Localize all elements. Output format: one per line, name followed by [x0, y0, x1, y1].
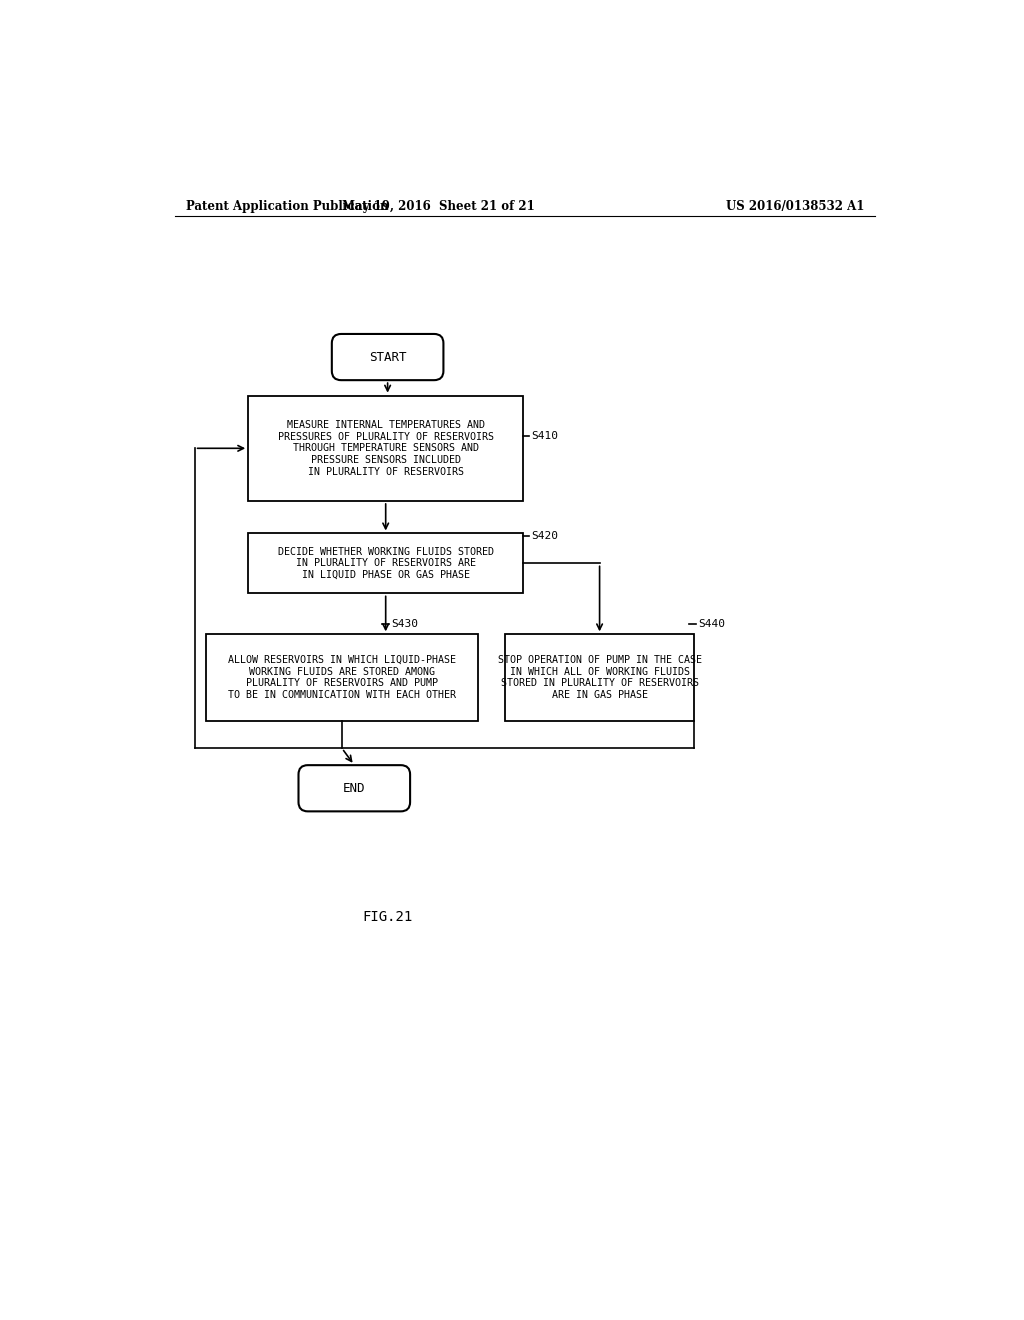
FancyBboxPatch shape [332, 334, 443, 380]
Text: END: END [343, 781, 366, 795]
Text: S410: S410 [531, 430, 558, 441]
Bar [206, 635, 478, 721]
Text: DECIDE WHETHER WORKING FLUIDS STORED
IN PLURALITY OF RESERVOIRS ARE
IN LIQUID PH: DECIDE WHETHER WORKING FLUIDS STORED IN … [278, 546, 494, 579]
Text: ALLOW RESERVOIRS IN WHICH LIQUID-PHASE
WORKING FLUIDS ARE STORED AMONG
PLURALITY: ALLOW RESERVOIRS IN WHICH LIQUID-PHASE W… [228, 655, 456, 700]
Text: S440: S440 [698, 619, 725, 630]
Text: S420: S420 [531, 531, 558, 541]
Bar [506, 635, 693, 721]
Text: FIG.21: FIG.21 [362, 909, 413, 924]
Text: S430: S430 [391, 619, 419, 630]
Bar [248, 533, 523, 594]
FancyBboxPatch shape [299, 766, 410, 812]
Text: STOP OPERATION OF PUMP IN THE CASE
IN WHICH ALL OF WORKING FLUIDS
STORED IN PLUR: STOP OPERATION OF PUMP IN THE CASE IN WH… [498, 655, 701, 700]
Text: May 19, 2016  Sheet 21 of 21: May 19, 2016 Sheet 21 of 21 [342, 199, 535, 213]
Bar [248, 396, 523, 502]
Text: US 2016/0138532 A1: US 2016/0138532 A1 [726, 199, 864, 213]
Text: MEASURE INTERNAL TEMPERATURES AND
PRESSURES OF PLURALITY OF RESERVOIRS
THROUGH T: MEASURE INTERNAL TEMPERATURES AND PRESSU… [278, 420, 494, 477]
Text: Patent Application Publication: Patent Application Publication [186, 199, 389, 213]
Text: START: START [369, 351, 407, 363]
